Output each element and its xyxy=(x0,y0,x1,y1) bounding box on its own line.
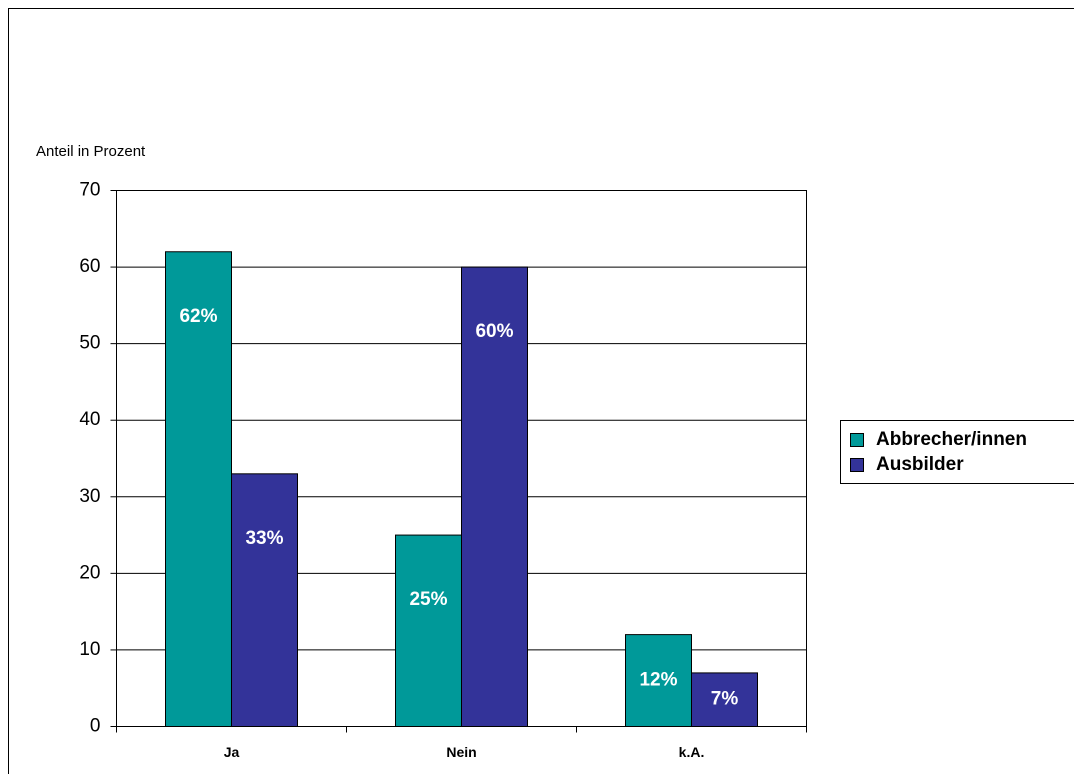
y-tick-label: 40 xyxy=(79,409,100,430)
bar-value-label: 33% xyxy=(245,528,283,549)
bar-value-label: 25% xyxy=(409,589,447,610)
x-tick-label: k.A. xyxy=(679,744,705,760)
bar xyxy=(231,473,298,728)
y-tick-label: 50 xyxy=(79,333,100,354)
y-tick-label: 30 xyxy=(79,486,100,507)
bar xyxy=(625,634,692,727)
y-axis-label: Anteil in Prozent xyxy=(36,143,146,160)
y-tick-label: 20 xyxy=(79,562,100,583)
x-tick-label: Nein xyxy=(446,744,476,760)
bar-value-label: 62% xyxy=(179,306,217,327)
legend-swatch xyxy=(850,458,864,472)
legend-label: Ausbilder xyxy=(876,454,964,475)
bar-value-label: 60% xyxy=(475,321,513,342)
x-tick-label: Ja xyxy=(224,744,240,760)
bar xyxy=(165,251,232,727)
bar-value-label: 7% xyxy=(711,689,739,710)
bar xyxy=(395,534,462,727)
y-tick-label: 60 xyxy=(79,256,100,277)
legend xyxy=(840,420,1074,484)
legend-swatch xyxy=(850,433,864,447)
y-tick-label: 70 xyxy=(79,180,100,201)
legend-label: Abbrecher/innen xyxy=(876,429,1027,450)
bar xyxy=(461,266,528,727)
bar xyxy=(691,672,758,728)
y-tick-label: 10 xyxy=(79,639,100,660)
y-tick-label: 0 xyxy=(90,716,101,737)
bar-value-label: 12% xyxy=(639,670,677,691)
